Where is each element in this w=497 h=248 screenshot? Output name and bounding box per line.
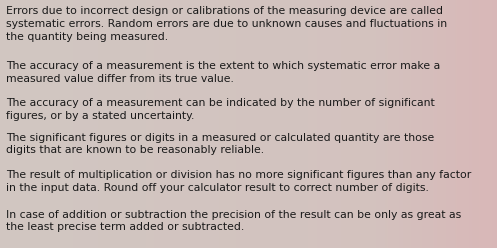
Text: The result of multiplication or division has no more significant figures than an: The result of multiplication or division… bbox=[6, 170, 471, 193]
Text: Errors due to incorrect design or calibrations of the measuring device are calle: Errors due to incorrect design or calibr… bbox=[6, 6, 447, 42]
Text: The accuracy of a measurement is the extent to which systematic error make a
mea: The accuracy of a measurement is the ext… bbox=[6, 61, 440, 84]
Text: The accuracy of a measurement can be indicated by the number of significant
figu: The accuracy of a measurement can be ind… bbox=[6, 98, 435, 121]
Text: The significant figures or digits in a measured or calculated quantity are those: The significant figures or digits in a m… bbox=[6, 133, 434, 155]
Text: In case of addition or subtraction the precision of the result can be only as gr: In case of addition or subtraction the p… bbox=[6, 210, 461, 232]
